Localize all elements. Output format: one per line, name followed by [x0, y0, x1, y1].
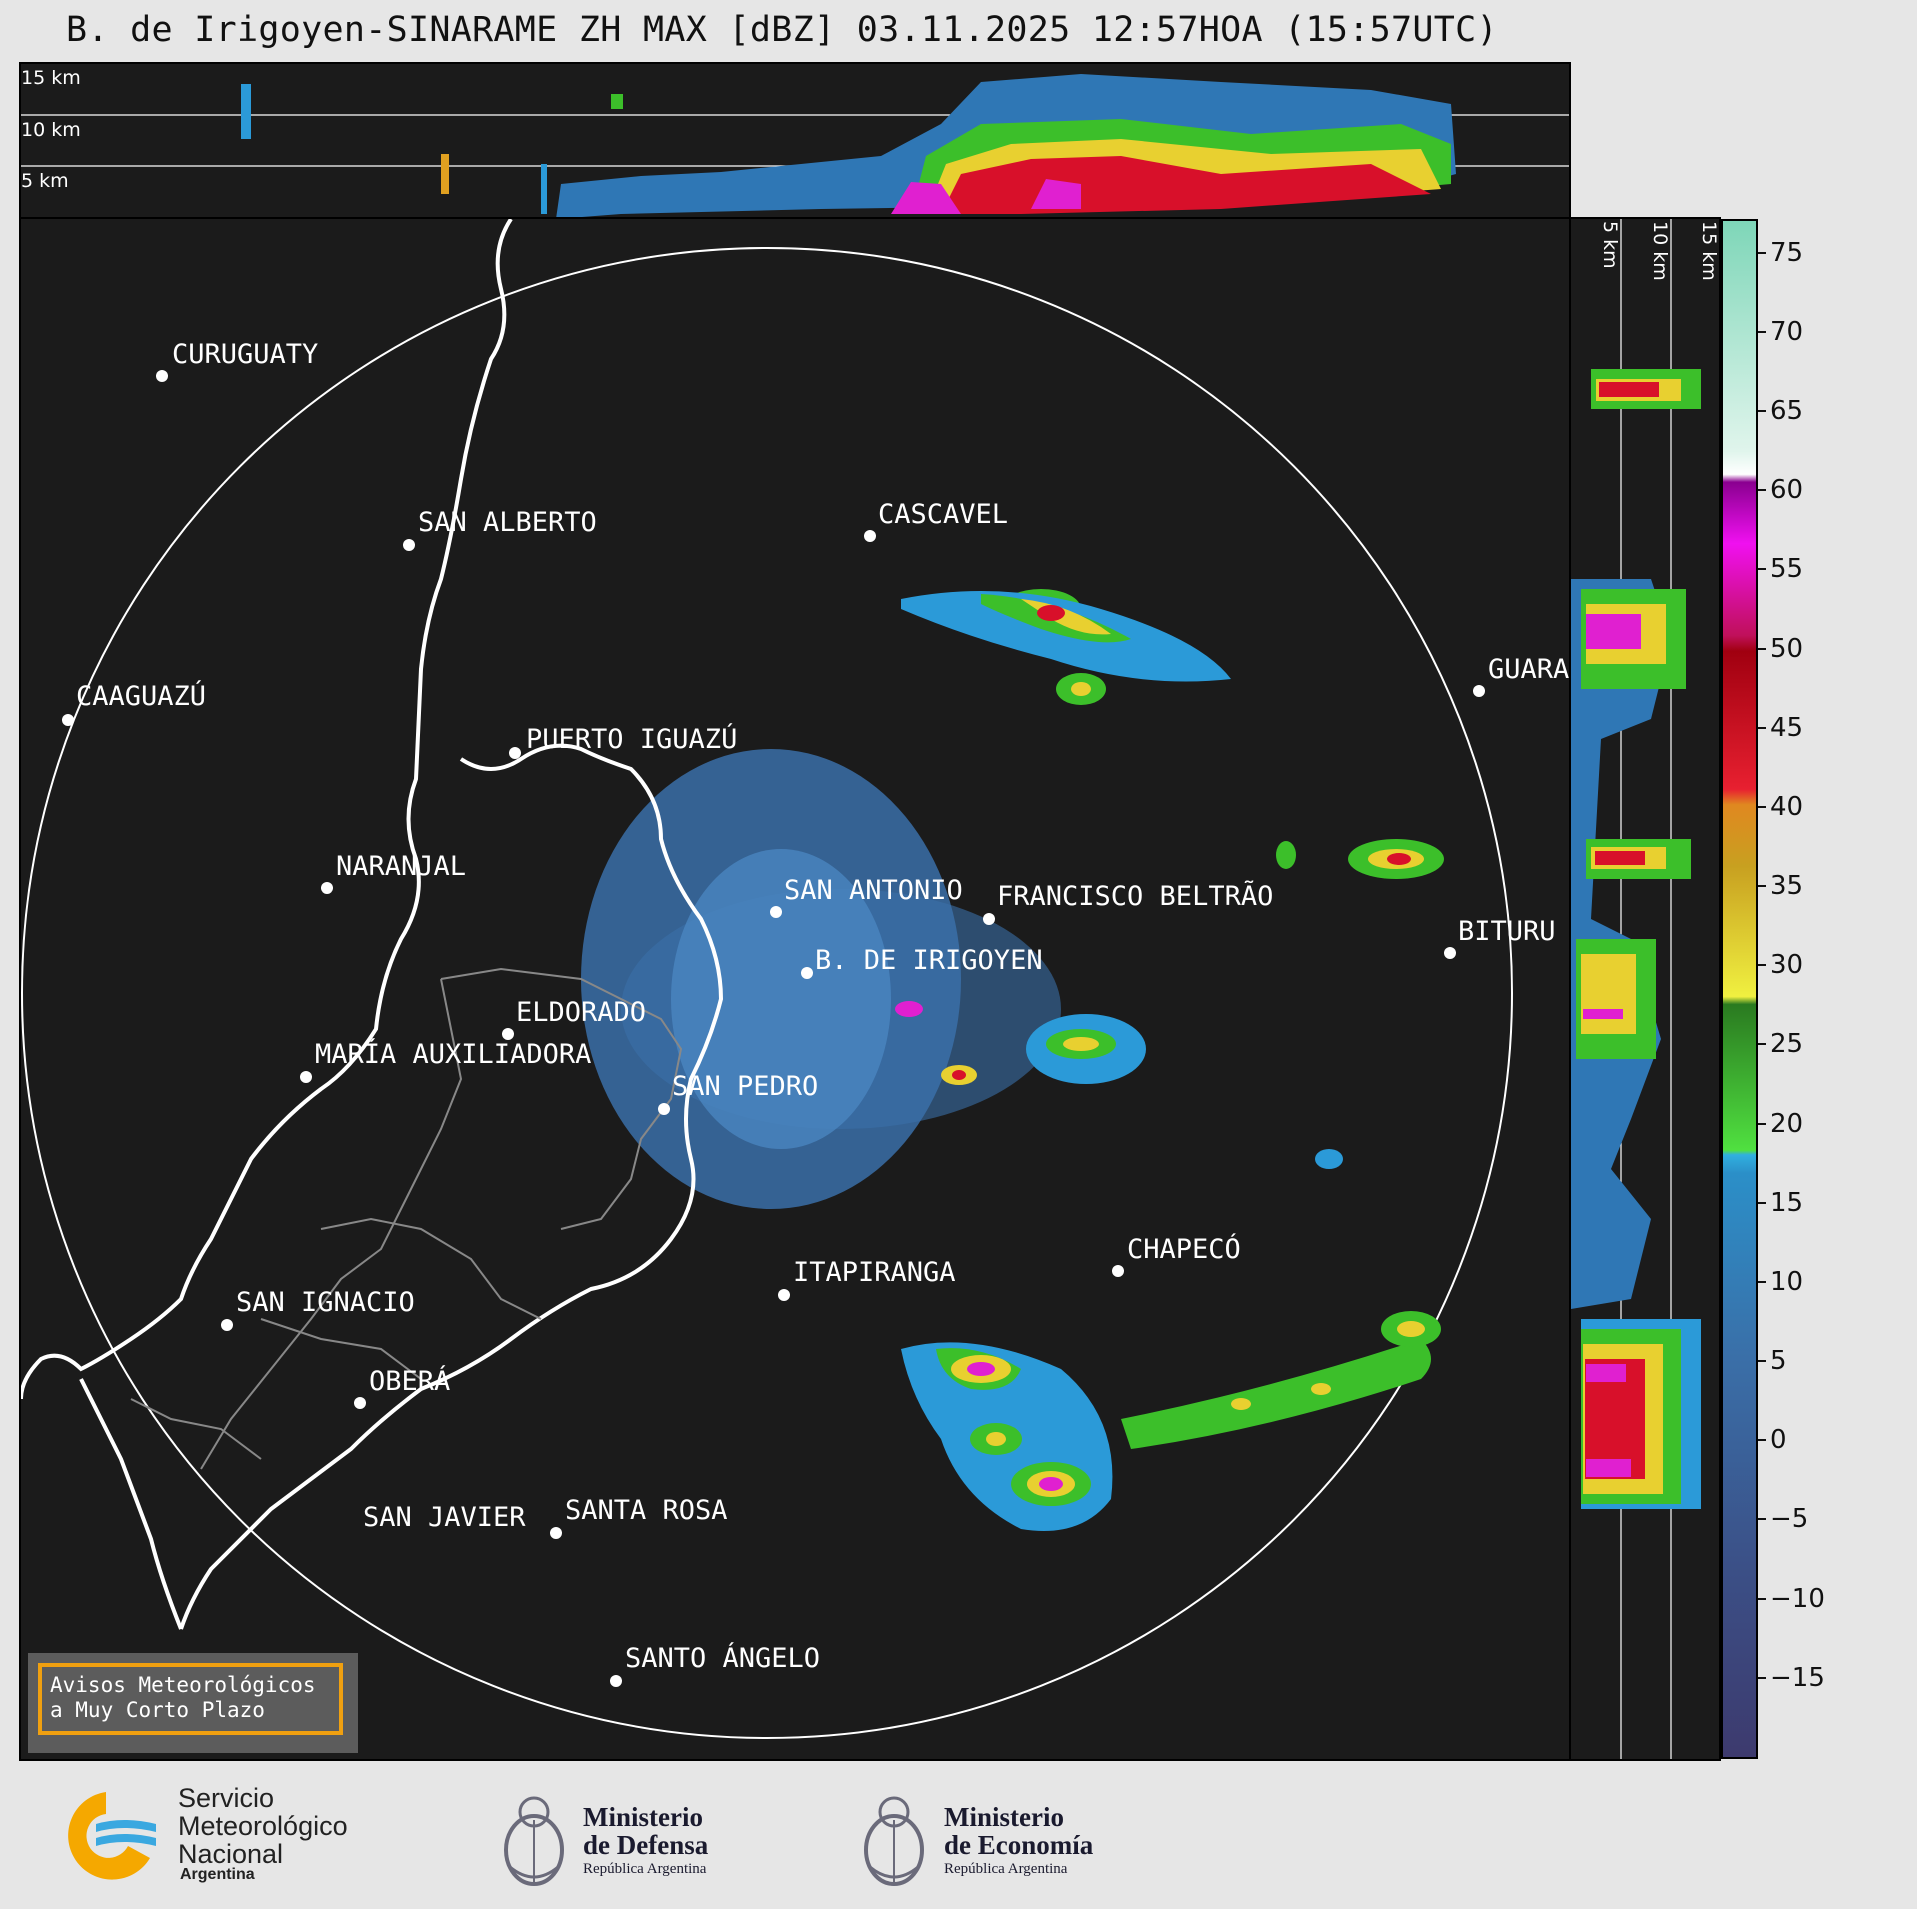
top-echo-band: [241, 74, 1456, 217]
colorbar-tick-label: 65: [1770, 396, 1804, 427]
colorbar-tick-label: 30: [1770, 950, 1804, 981]
colorbar-tick: [1758, 885, 1766, 888]
side-cross-section-panel: 5 km 10 km 15 km: [1569, 217, 1721, 1761]
colorbar-tick-label: 40: [1770, 791, 1804, 822]
city-label: SANTO ÁNGELO: [625, 1643, 821, 1674]
smn-line-3: Nacional: [178, 1839, 284, 1869]
department-lines: [130, 967, 683, 1470]
colorbar-tick: [1758, 964, 1766, 967]
colorbar-tick-label: 55: [1770, 554, 1804, 585]
city-label: PUERTO IGUAZÚ: [526, 724, 738, 755]
city-label: SAN ALBERTO: [418, 507, 597, 538]
defensa-line-2: de Defensa: [583, 1830, 709, 1860]
colorbar-tick-label: 50: [1770, 633, 1804, 664]
city-label: MARÍA AUXILIADORA: [315, 1039, 592, 1070]
city-label: GUARA: [1488, 654, 1570, 685]
city-label: SAN JAVIER: [363, 1502, 526, 1533]
colorbar-tick-label: 15: [1770, 1187, 1804, 1218]
defensa-line-3: República Argentina: [583, 1861, 707, 1877]
economia-line-3: República Argentina: [944, 1861, 1068, 1877]
top-height-label-15: 15 km: [21, 67, 81, 89]
map-title: B. de Irigoyen-SINARAME ZH MAX [dBZ] 03.…: [66, 10, 1498, 50]
colorbar-tick: [1758, 410, 1766, 413]
colorbar-tick-label: 5: [1770, 1346, 1787, 1377]
smn-line-1: Servicio: [178, 1783, 275, 1813]
colorbar-tick-label: 0: [1770, 1425, 1787, 1456]
city-label: CASCAVEL: [878, 499, 1009, 530]
colorbar-tick-label: 70: [1770, 316, 1804, 347]
colorbar-tick-label: 75: [1770, 237, 1804, 268]
colorbar-tick: [1758, 330, 1766, 333]
colorbar-tick-label: 10: [1770, 1266, 1804, 1297]
radar-range-ring: [21, 247, 1513, 1739]
warning-box[interactable]: Avisos Meteorológicos a Muy Corto Plazo: [28, 1653, 358, 1753]
defensa-seal-icon: [496, 1772, 572, 1896]
colorbar-tick-label: −15: [1770, 1662, 1825, 1693]
colorbar-tick: [1758, 1676, 1766, 1679]
river-boundaries: [21, 219, 724, 1630]
side-height-label-15: 15 km: [1698, 221, 1720, 281]
colorbar-tick: [1758, 1439, 1766, 1442]
city-label: FRANCISCO BELTRÃO: [997, 881, 1274, 912]
smn-line-4: Argentina: [180, 1866, 255, 1883]
city-label: SAN ANTONIO: [784, 875, 963, 906]
storm-cells: [895, 589, 1444, 1531]
smn-line-2: Meteorológico: [178, 1811, 348, 1841]
warning-line-2: a Muy Corto Plazo: [50, 1698, 265, 1722]
radar-map-panel: CURUGUATY SAN ALBERTO CASCAVEL CAAGUAZÚ …: [19, 217, 1571, 1761]
top-height-label-10: 10 km: [21, 119, 81, 141]
warning-line-1: Avisos Meteorológicos: [50, 1673, 316, 1697]
city-label: B. DE IRIGOYEN: [815, 945, 1043, 976]
colorbar-tick: [1758, 568, 1766, 571]
colorbar-tick: [1758, 805, 1766, 808]
colorbar-tick: [1758, 489, 1766, 492]
economia-seal-icon: [856, 1772, 932, 1896]
side-height-label-10: 10 km: [1649, 221, 1671, 281]
colorbar-tick-label: 45: [1770, 712, 1804, 743]
economia-line-2: de Economía: [944, 1830, 1094, 1860]
side-echo-band: [1571, 369, 1701, 1509]
top-cross-section-panel: 15 km 10 km 5 km: [19, 62, 1571, 219]
colorbar-tick-label: 60: [1770, 475, 1804, 506]
economia-line-1: Ministerio: [944, 1802, 1064, 1832]
warning-box-border[interactable]: Avisos Meteorológicos a Muy Corto Plazo: [38, 1663, 343, 1735]
city-label: SANTA ROSA: [565, 1495, 728, 1526]
smn-logo: [58, 1788, 168, 1883]
colorbar-tick-label: 35: [1770, 871, 1804, 902]
colorbar-tick: [1758, 1201, 1766, 1204]
city-label: SAN PEDRO: [672, 1071, 819, 1102]
colorbar-tick: [1758, 726, 1766, 729]
colorbar-tick: [1758, 647, 1766, 650]
colorbar-tick-label: −10: [1770, 1583, 1825, 1614]
side-height-label-5: 5 km: [1599, 221, 1621, 269]
colorbar-tick: [1758, 1043, 1766, 1046]
central-echo: [581, 749, 1061, 1209]
city-label: BITURU: [1458, 916, 1556, 947]
city-label: CURUGUATY: [172, 339, 319, 370]
colorbar-tick: [1758, 1280, 1766, 1283]
city-label: CAAGUAZÚ: [76, 681, 207, 712]
colorbar-tick-label: 20: [1770, 1108, 1804, 1139]
colorbar-tick-label: −5: [1770, 1504, 1809, 1535]
colorbar-tick: [1758, 1518, 1766, 1521]
colorbar: [1721, 219, 1758, 1759]
city-dots: [62, 370, 1485, 1687]
city-label: SAN IGNACIO: [236, 1287, 415, 1318]
city-label: NARANJAL: [336, 851, 467, 882]
city-label: ITAPIRANGA: [793, 1257, 956, 1288]
city-label: ELDORADO: [516, 997, 647, 1028]
city-label: OBERÁ: [369, 1366, 451, 1397]
top-height-label-5: 5 km: [21, 170, 69, 192]
colorbar-tick: [1758, 1597, 1766, 1600]
colorbar-tick: [1758, 1122, 1766, 1125]
colorbar-tick-label: 25: [1770, 1029, 1804, 1060]
defensa-line-1: Ministerio: [583, 1802, 703, 1832]
city-label: CHAPECÓ: [1127, 1234, 1241, 1265]
colorbar-tick: [1758, 251, 1766, 254]
colorbar-tick: [1758, 1360, 1766, 1363]
